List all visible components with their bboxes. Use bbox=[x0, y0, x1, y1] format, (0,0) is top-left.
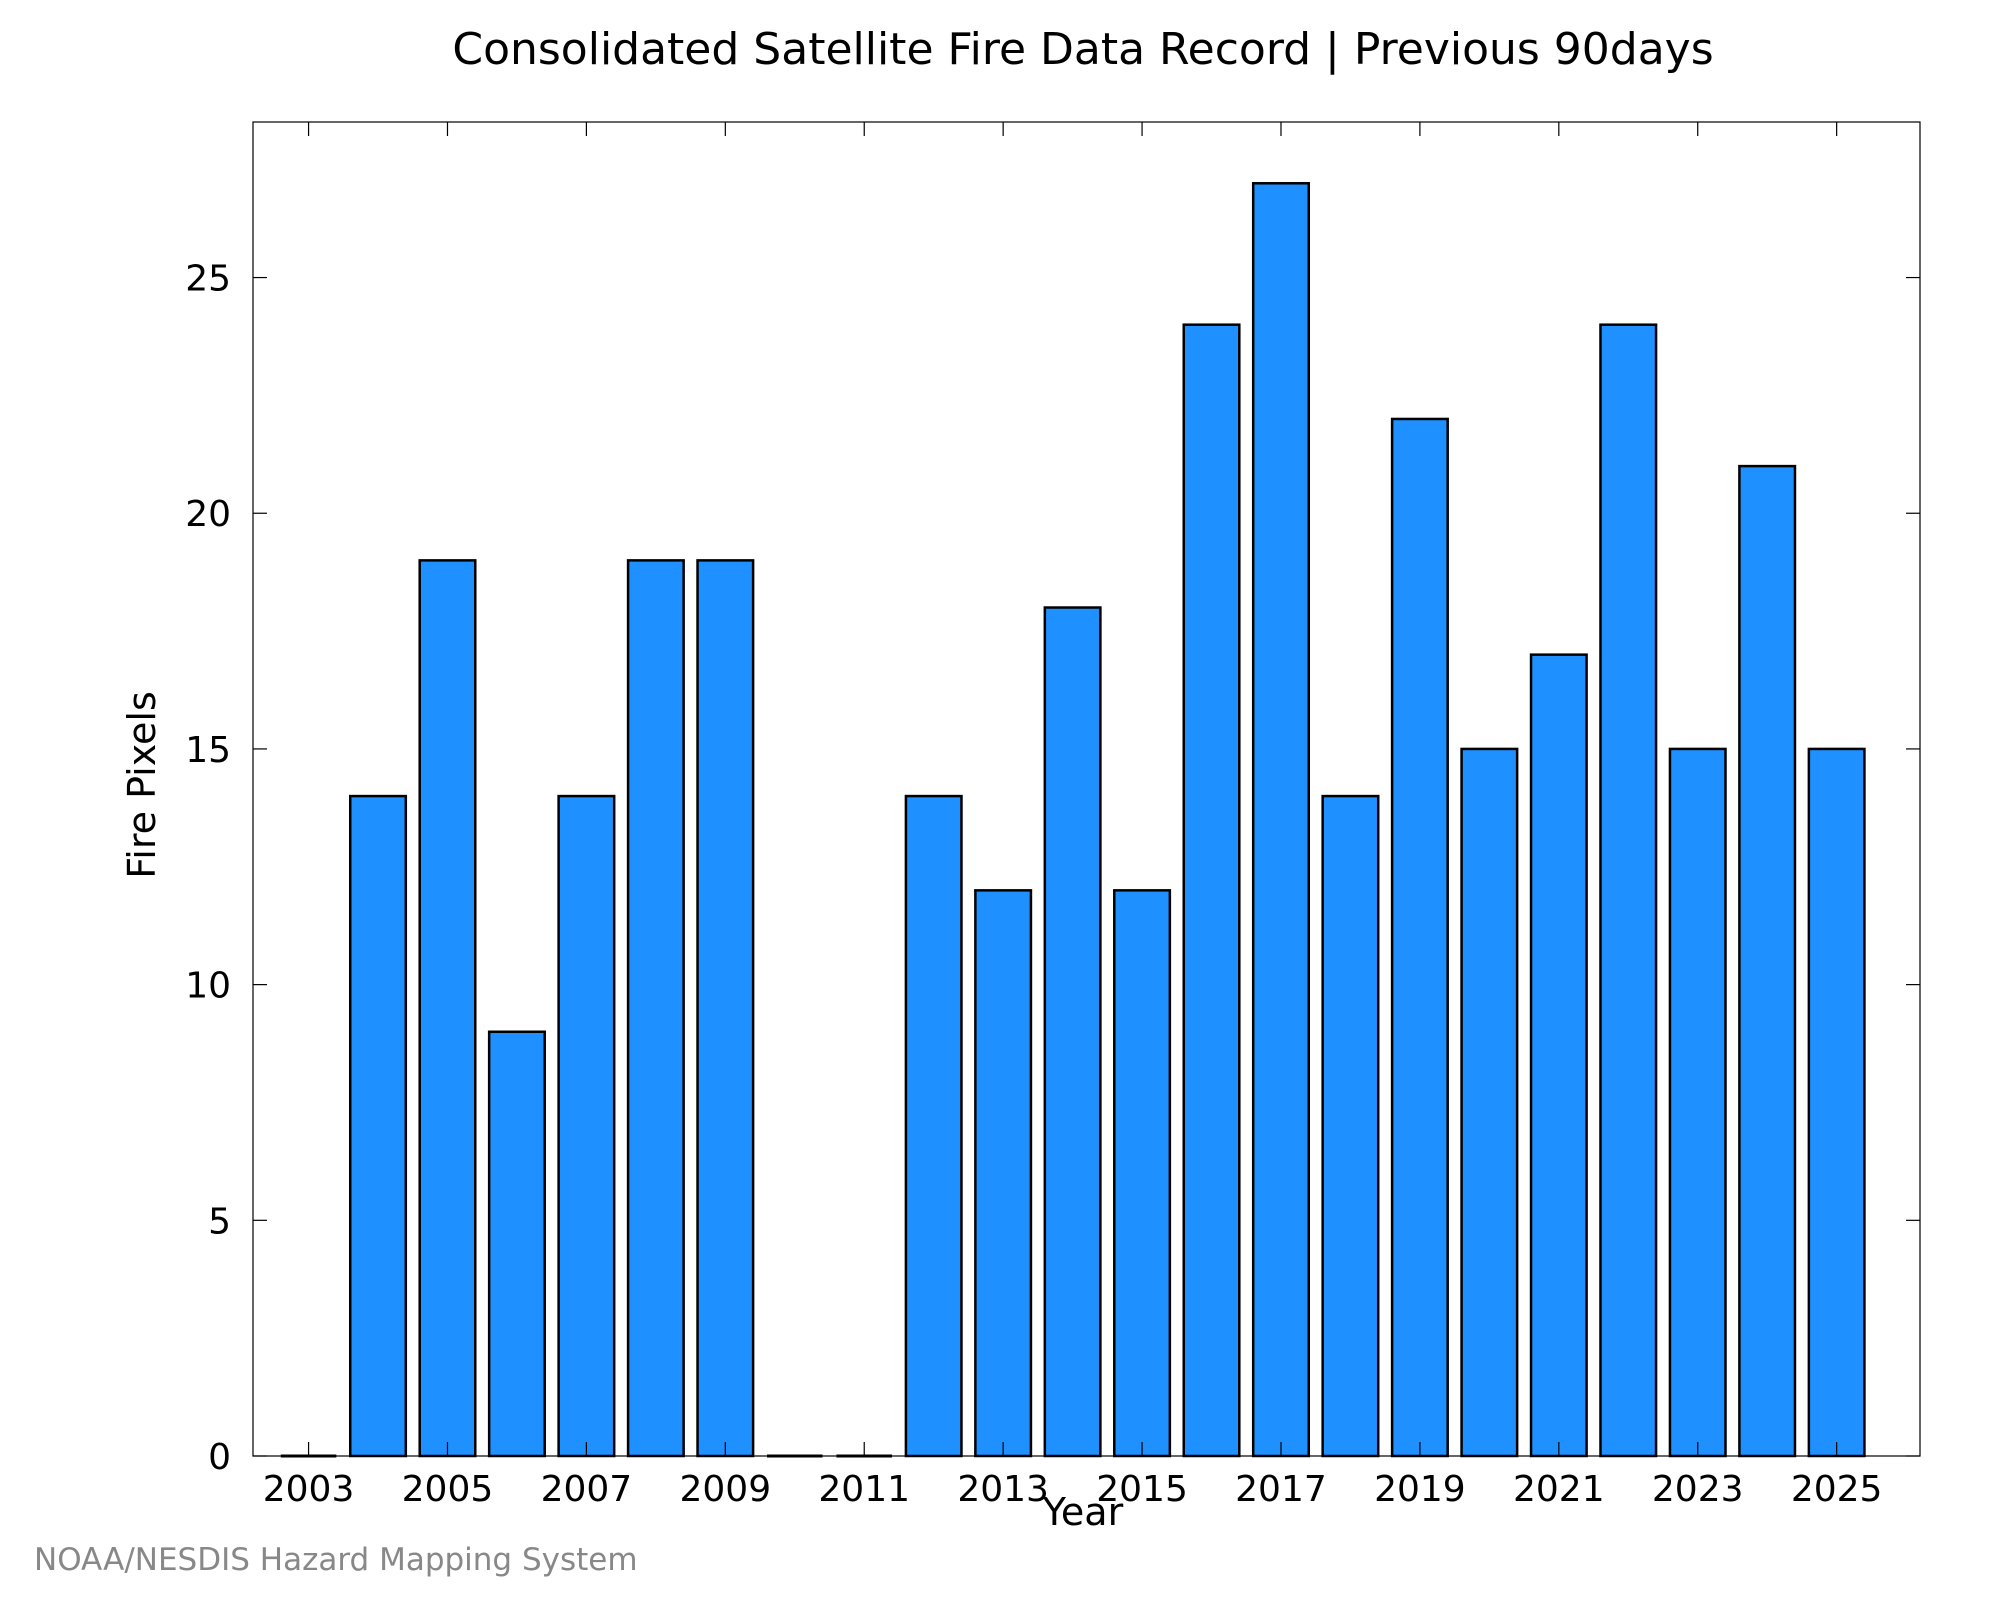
bar-2018 bbox=[1321, 794, 1380, 1458]
chart-title: Consolidated Satellite Fire Data Record … bbox=[452, 24, 1713, 75]
bar-2004 bbox=[348, 794, 408, 1458]
x-tick-label: 2017 bbox=[1235, 1469, 1327, 1510]
bar-2023 bbox=[1668, 747, 1727, 1458]
bar-2005 bbox=[418, 559, 477, 1458]
y-tick-label: 5 bbox=[208, 1201, 231, 1242]
x-tick-label: 2009 bbox=[680, 1469, 772, 1510]
bars-group bbox=[280, 182, 1866, 1458]
bar-2024 bbox=[1738, 464, 1797, 1458]
bar-2009 bbox=[696, 559, 755, 1458]
x-tick-label: 2021 bbox=[1513, 1469, 1605, 1510]
x-tick-label: 2019 bbox=[1374, 1469, 1466, 1510]
plot-frame bbox=[252, 121, 1921, 1457]
credit-text: NOAA/NESDIS Hazard Mapping System bbox=[34, 1542, 638, 1578]
x-tick-label: 2015 bbox=[1096, 1469, 1188, 1510]
bar-2019 bbox=[1390, 417, 1449, 1458]
bar-2025 bbox=[1807, 747, 1866, 1458]
bar-2022 bbox=[1599, 323, 1658, 1458]
x-tick-label: 2011 bbox=[818, 1469, 910, 1510]
y-tick-label: 15 bbox=[185, 730, 231, 771]
y-tick-label: 25 bbox=[185, 259, 231, 300]
y-tick-label: 20 bbox=[185, 494, 231, 535]
y-axis-label: Fire Pixels bbox=[120, 691, 164, 879]
bar-2012 bbox=[904, 794, 963, 1458]
bar-2006 bbox=[487, 1030, 546, 1458]
x-axis-label: Year bbox=[1042, 1490, 1124, 1534]
x-tick-label: 2003 bbox=[263, 1469, 355, 1510]
x-tick-label: 2023 bbox=[1652, 1469, 1744, 1510]
bar-2016 bbox=[1182, 323, 1241, 1458]
bar-2014 bbox=[1043, 606, 1102, 1458]
bar-2015 bbox=[1113, 889, 1172, 1458]
x-tick-label: 2025 bbox=[1791, 1469, 1883, 1510]
bar-2021 bbox=[1529, 653, 1588, 1458]
x-tick-label: 2005 bbox=[402, 1469, 494, 1510]
y-tick-label: 0 bbox=[208, 1437, 231, 1478]
bar-2017 bbox=[1251, 182, 1311, 1458]
x-tick-label: 2007 bbox=[541, 1469, 633, 1510]
bar-2007 bbox=[557, 794, 616, 1458]
bar-2008 bbox=[626, 559, 685, 1458]
x-tick-label: 2013 bbox=[957, 1469, 1049, 1510]
y-tick-label: 10 bbox=[185, 966, 231, 1007]
bar-2020 bbox=[1460, 747, 1519, 1458]
bar-2013 bbox=[974, 889, 1033, 1458]
